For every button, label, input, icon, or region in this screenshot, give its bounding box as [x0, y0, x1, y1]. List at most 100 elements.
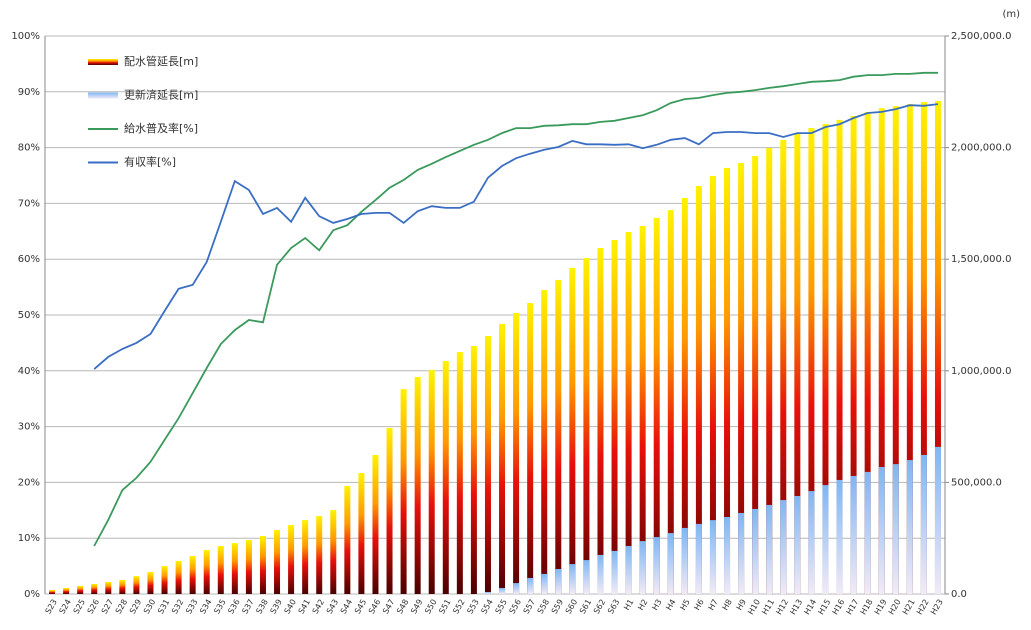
- legend-swatch: [88, 59, 118, 65]
- bar: [161, 566, 168, 594]
- bar: [864, 471, 871, 594]
- bar: [850, 115, 857, 594]
- x-tick-label: S57: [522, 598, 537, 616]
- x-tick-label: S27: [100, 598, 115, 616]
- line: [93, 71, 938, 547]
- bar: [780, 500, 787, 594]
- bar: [667, 210, 674, 594]
- bar: [667, 533, 674, 594]
- bar: [583, 258, 590, 594]
- bar: [611, 240, 618, 594]
- x-tick-label: H22: [915, 598, 931, 617]
- y-tick-label: 20%: [18, 477, 40, 488]
- x-tick-label: S50: [423, 598, 438, 616]
- bar: [822, 485, 829, 594]
- x-tick-label: S38: [254, 598, 269, 616]
- bar: [822, 123, 829, 595]
- x-tick-label: S43: [325, 598, 340, 616]
- bar: [569, 267, 576, 594]
- bar: [386, 427, 393, 594]
- x-tick-label: S41: [297, 598, 312, 616]
- x-tick-label: S49: [409, 598, 424, 616]
- x-tick-label: S55: [494, 598, 509, 616]
- bar: [456, 352, 463, 594]
- bar: [105, 581, 112, 594]
- x-tick-label: H6: [692, 598, 705, 612]
- bar: [189, 556, 196, 594]
- y-tick-label: 100%: [11, 31, 40, 42]
- bar: [794, 133, 801, 594]
- bar: [541, 290, 548, 594]
- bar: [724, 167, 731, 594]
- bar: [245, 539, 252, 594]
- bar: [513, 583, 520, 594]
- bar: [63, 587, 70, 594]
- x-tick-label: S25: [72, 598, 87, 616]
- bar: [147, 571, 154, 594]
- x-tick-label: S44: [339, 598, 354, 616]
- y2-tick-label: 0.0: [951, 589, 967, 600]
- x-tick-label: H17: [845, 598, 861, 617]
- x-tick-label: S39: [269, 598, 284, 616]
- bar: [569, 564, 576, 594]
- x-tick-label: H18: [859, 598, 875, 617]
- bar: [766, 148, 773, 595]
- bar: [920, 454, 927, 594]
- bar: [878, 466, 885, 594]
- bar: [892, 106, 899, 594]
- bar: [625, 231, 632, 594]
- bar: [400, 389, 407, 594]
- bar: [555, 279, 562, 594]
- x-tick-label: H5: [678, 598, 691, 612]
- bar: [330, 510, 337, 594]
- bar: [231, 543, 238, 594]
- x-tick-label: H7: [707, 598, 720, 612]
- x-tick-label: S36: [226, 598, 241, 616]
- y-tick-label: 90%: [18, 87, 40, 98]
- bar: [288, 525, 295, 594]
- bar: [274, 529, 281, 594]
- bar: [175, 560, 182, 594]
- bar: [906, 460, 913, 594]
- bar: [583, 560, 590, 594]
- bar: [513, 312, 520, 594]
- x-tick-label: S47: [381, 598, 396, 616]
- x-tick-label: S34: [198, 598, 213, 616]
- bar: [766, 504, 773, 594]
- legend-label: 更新済延長[m]: [124, 88, 198, 102]
- legend-label: 給水普及率[%]: [124, 121, 198, 135]
- bar: [527, 302, 534, 594]
- y2-tick-label: 1,000,000.0: [951, 366, 1011, 377]
- bar: [695, 185, 702, 594]
- x-tick-label: H3: [650, 598, 663, 612]
- bar: [611, 550, 618, 594]
- bar: [203, 550, 210, 594]
- bar: [442, 360, 449, 594]
- bar: [695, 523, 702, 594]
- x-tick-label: H16: [831, 598, 847, 617]
- bar: [780, 140, 787, 594]
- bar: [808, 127, 815, 594]
- x-tick-label: H12: [774, 598, 790, 617]
- bar: [836, 479, 843, 594]
- bar: [259, 535, 266, 594]
- bar: [358, 473, 365, 594]
- bar: [217, 546, 224, 594]
- x-tick-label: S56: [508, 598, 523, 616]
- bar: [625, 546, 632, 594]
- bar: [597, 554, 604, 594]
- x-tick-label: H14: [802, 598, 818, 617]
- bar: [484, 591, 491, 594]
- bar: [681, 527, 688, 594]
- bar: [709, 175, 716, 594]
- x-tick-label: S40: [283, 598, 298, 616]
- bar: [906, 104, 913, 595]
- x-tick-label: S31: [156, 598, 171, 616]
- bar: [892, 464, 899, 594]
- y-tick-label: 50%: [18, 310, 40, 321]
- bar: [316, 516, 323, 594]
- y-tick-label: 70%: [18, 198, 40, 209]
- bar: [934, 446, 941, 594]
- x-tick-label: H23: [929, 598, 945, 617]
